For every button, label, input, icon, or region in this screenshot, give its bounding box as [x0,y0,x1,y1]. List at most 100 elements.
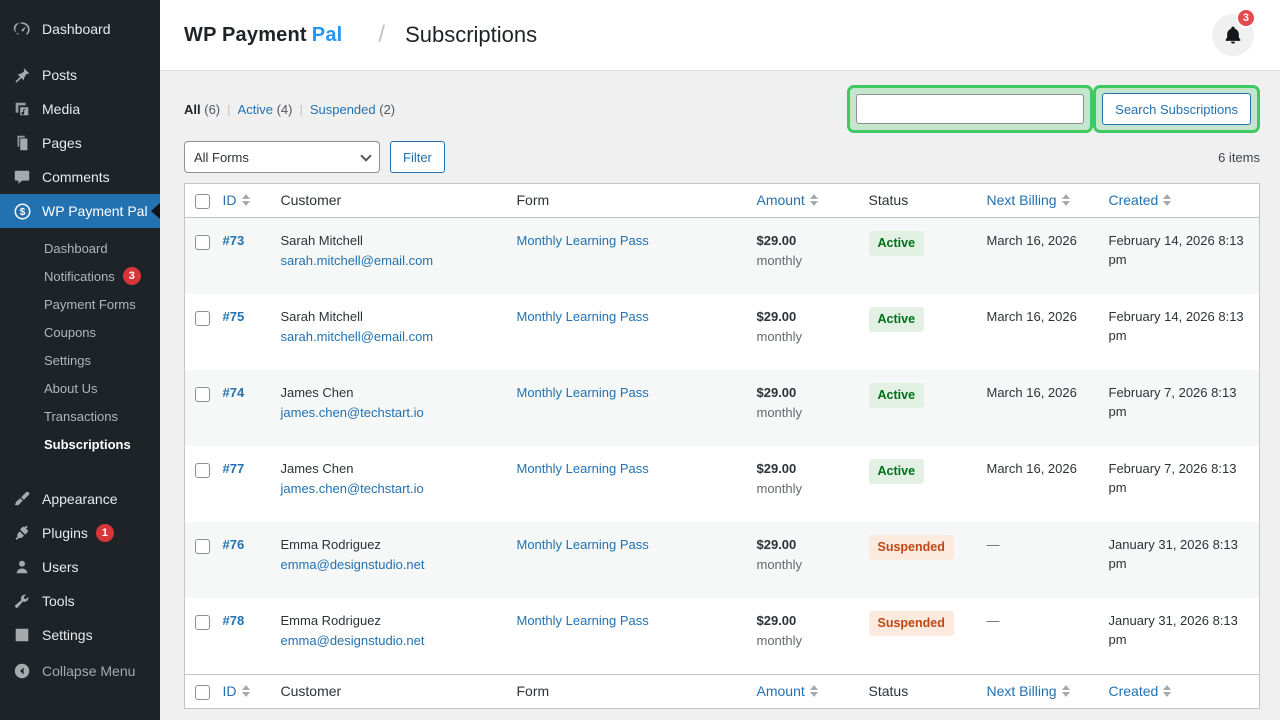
sort-header-id[interactable]: ID [223,683,250,699]
sidebar-item-wp-payment-pal[interactable]: $ WP Payment Pal [0,194,160,228]
bell-icon [1225,26,1241,44]
submenu-item-label: Settings [44,352,91,368]
sidebar-item-label: Pages [42,135,82,151]
sort-header-created[interactable]: Created [1109,683,1172,699]
sidebar-item-appearance[interactable]: Appearance [0,482,160,516]
view-filter-active[interactable]: Active (4) [237,101,293,117]
comments-icon [12,167,32,187]
row-checkbox[interactable] [195,462,210,478]
admin-sidebar: Dashboard Posts Media Pages Comments $ W… [0,0,160,720]
plugins-icon [12,523,32,543]
submenu-item-settings[interactable]: Settings [0,346,160,374]
subscription-row: #74 James Chen james.chen@techstart.io M… [184,369,1260,446]
customer-email-link[interactable]: emma@designstudio.net [280,556,425,572]
submenu-item-dashboard[interactable]: Dashboard [0,234,160,262]
subscription-id-link[interactable]: #78 [222,612,245,628]
sort-arrows-icon [241,685,250,698]
search-input[interactable] [856,94,1085,124]
form-link[interactable]: Monthly Learning Pass [516,232,649,248]
next-billing-date: — [986,612,1000,628]
filter-button[interactable]: Filter [390,141,445,173]
submenu-item-about-us[interactable]: About Us [0,374,160,402]
subscription-id-link[interactable]: #77 [222,460,245,476]
amount-value: $29.00 [756,612,797,628]
menu-count-badge: 1 [95,524,114,542]
form-link[interactable]: Monthly Learning Pass [516,612,649,628]
sidebar-item-label: Media [42,101,81,117]
sidebar-item-media[interactable]: Media [0,92,160,126]
submenu-item-payment-forms[interactable]: Payment Forms [0,290,160,318]
submenu-item-label: Coupons [44,324,97,340]
select-all-checkbox[interactable] [195,684,210,700]
collapse-menu-button[interactable]: Collapse Menu [0,654,160,688]
column-header-status: Status [868,192,909,209]
sidebar-item-pages[interactable]: Pages [0,126,160,160]
users-icon [12,557,32,577]
subscription-row: #76 Emma Rodriguez emma@designstudio.net… [184,521,1260,598]
form-link[interactable]: Monthly Learning Pass [516,308,649,324]
sidebar-item-settings[interactable]: Settings [0,618,160,652]
submenu-count-badge: 3 [122,267,141,285]
amount-value: $29.00 [756,232,797,248]
sort-arrows-icon [241,194,250,207]
subscription-id-link[interactable]: #74 [222,384,245,400]
sidebar-bottom-menu: Appearance Plugins 1 Users Tools Setting… [0,466,160,652]
row-checkbox[interactable] [195,234,210,250]
row-checkbox[interactable] [195,538,210,554]
search-subscriptions-button[interactable]: Search Subscriptions [1102,93,1251,125]
status-badge: Active [868,382,925,408]
subscriptions-table: ID Customer Form Amount Status Next Bill… [184,183,1260,709]
form-link[interactable]: Monthly Learning Pass [516,460,649,476]
sidebar-item-label: Posts [42,67,78,83]
sidebar-item-plugins[interactable]: Plugins 1 [0,516,160,550]
row-checkbox[interactable] [195,386,210,402]
status-badge: Active [868,458,925,484]
view-filter-suspended[interactable]: Suspended (2) [309,101,396,117]
forms-filter-select[interactable]: All Forms [184,141,380,173]
submenu-item-coupons[interactable]: Coupons [0,318,160,346]
submenu-item-transactions[interactable]: Transactions [0,402,160,430]
sidebar-item-posts[interactable]: Posts [0,58,160,92]
billing-interval: monthly [756,252,803,268]
subscription-id-link[interactable]: #73 [222,232,245,248]
table-header-row: ID Customer Form Amount Status Next Bill… [184,184,1260,218]
created-date: February 14, 2026 8:13 pm [1108,232,1244,267]
next-billing-date: March 16, 2026 [986,232,1077,248]
sidebar-item-dashboard[interactable]: Dashboard [0,12,160,46]
customer-name: Emma Rodriguez [280,612,381,628]
sort-header-next-billing[interactable]: Next Billing [987,192,1070,208]
billing-interval: monthly [756,328,803,344]
sidebar-item-users[interactable]: Users [0,550,160,584]
submenu-item-subscriptions[interactable]: Subscriptions [0,430,160,458]
customer-email-link[interactable]: sarah.mitchell@email.com [280,252,434,268]
billing-interval: monthly [756,632,803,648]
created-date: February 7, 2026 8:13 pm [1108,384,1237,419]
sidebar-item-comments[interactable]: Comments [0,160,160,194]
customer-email-link[interactable]: james.chen@techstart.io [280,480,424,496]
submenu-item-notifications[interactable]: Notifications 3 [0,262,160,290]
select-all-checkbox[interactable] [195,193,210,209]
view-filter-all[interactable]: All (6) [184,101,221,117]
next-billing-date: March 16, 2026 [986,384,1077,400]
subscription-id-link[interactable]: #75 [222,308,245,324]
notification-count-badge: 3 [1235,8,1256,28]
sidebar-item-tools[interactable]: Tools [0,584,160,618]
form-link[interactable]: Monthly Learning Pass [516,384,649,400]
customer-email-link[interactable]: emma@designstudio.net [280,632,425,648]
notifications-bell-button[interactable]: 3 [1212,8,1256,56]
column-header-status: Status [868,683,909,700]
row-checkbox[interactable] [195,310,210,326]
customer-email-link[interactable]: james.chen@techstart.io [280,404,424,420]
sort-header-id[interactable]: ID [223,192,250,208]
sort-header-created[interactable]: Created [1109,192,1172,208]
sort-header-amount[interactable]: Amount [757,192,818,208]
next-billing-date: — [986,536,1000,552]
created-date: February 14, 2026 8:13 pm [1108,308,1244,343]
sort-header-amount[interactable]: Amount [757,683,818,699]
billing-interval: monthly [756,480,803,496]
customer-email-link[interactable]: sarah.mitchell@email.com [280,328,434,344]
form-link[interactable]: Monthly Learning Pass [516,536,649,552]
row-checkbox[interactable] [195,614,210,630]
sort-header-next-billing[interactable]: Next Billing [987,683,1070,699]
subscription-id-link[interactable]: #76 [222,536,245,552]
